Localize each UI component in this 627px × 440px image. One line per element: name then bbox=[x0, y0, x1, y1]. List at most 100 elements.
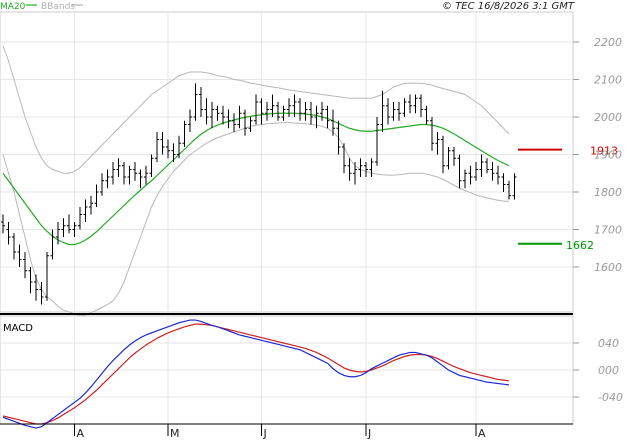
ohlc-bar bbox=[28, 267, 33, 294]
price-grid bbox=[0, 12, 573, 312]
macd-panel: MACD bbox=[0, 315, 574, 429]
ohlc-bar bbox=[380, 90, 385, 132]
ohlc-bar bbox=[72, 222, 77, 237]
ohlc-bar bbox=[254, 94, 258, 125]
ohlc-bar bbox=[435, 132, 440, 155]
ohlc-bar bbox=[39, 282, 44, 305]
ohlc-bar bbox=[386, 98, 390, 125]
ohlc-bar bbox=[138, 169, 143, 189]
month-label: A bbox=[77, 427, 85, 440]
ohlc-bar bbox=[89, 195, 93, 215]
ohlc-bar bbox=[204, 98, 209, 125]
legend-ma20: MA20 bbox=[0, 2, 26, 12]
price-tick-label: 2000 bbox=[594, 111, 622, 124]
ohlc-bar bbox=[446, 147, 451, 170]
month-label: M bbox=[170, 427, 180, 440]
ohlc-bar bbox=[358, 158, 363, 177]
ohlc-bar bbox=[413, 94, 418, 114]
ohlc-bar bbox=[243, 109, 247, 136]
macd-tick-label: 040 bbox=[598, 337, 619, 350]
ohlc-bar bbox=[12, 233, 16, 260]
ohlc-bar bbox=[292, 94, 297, 117]
ohlc-bar bbox=[56, 222, 60, 245]
ohlc-bar bbox=[188, 109, 192, 132]
price-tick-label: 1600 bbox=[594, 261, 622, 274]
ohlc-bar bbox=[501, 173, 506, 192]
bb-upper-line bbox=[2, 45, 510, 174]
ohlc-bar bbox=[83, 199, 88, 222]
ohlc-bar bbox=[155, 132, 159, 162]
ohlc-bar bbox=[127, 165, 132, 185]
ohlc-bar bbox=[441, 135, 445, 174]
ohlc-bar bbox=[309, 102, 313, 125]
ohlc-bar bbox=[287, 98, 291, 117]
month-label: J bbox=[367, 427, 371, 440]
ohlc-bar bbox=[34, 274, 38, 301]
ohlc-bar bbox=[314, 105, 319, 129]
ohlc-bar bbox=[496, 165, 500, 185]
ohlc-bar bbox=[320, 102, 324, 121]
ohlc-bar bbox=[166, 139, 170, 159]
ohlc-bar bbox=[463, 169, 467, 189]
support-label: 1662 bbox=[566, 239, 594, 252]
ohlc-bar bbox=[171, 143, 176, 162]
ohlc-bar bbox=[221, 105, 225, 125]
price-tick-label: 1900 bbox=[594, 149, 622, 162]
macd-title: MACD bbox=[3, 323, 33, 334]
ohlc-bar bbox=[457, 154, 462, 189]
ohlc-bar bbox=[45, 252, 49, 301]
ohlc-bar bbox=[50, 229, 55, 260]
ohlc-bar bbox=[507, 180, 511, 200]
ohlc-bar bbox=[210, 102, 214, 129]
ohlc-bar bbox=[325, 105, 330, 129]
ohlc-bar bbox=[468, 165, 473, 185]
ohlc-bar bbox=[177, 135, 181, 159]
price-levels: 1913 1662 bbox=[518, 145, 618, 252]
ohlc-bar bbox=[144, 165, 148, 185]
ohlc-bar bbox=[122, 162, 126, 185]
ohlc-bar bbox=[78, 207, 82, 230]
ohlc-bar bbox=[375, 117, 379, 166]
ohlc-bar bbox=[232, 113, 236, 132]
macd-lines bbox=[2, 319, 510, 429]
price-panel: 1913 1662 bbox=[0, 11, 618, 317]
ohlc-bar bbox=[303, 102, 308, 121]
ohlc-bar bbox=[424, 105, 429, 125]
ohlc-bar bbox=[160, 132, 165, 155]
month-label: J bbox=[263, 427, 267, 440]
ohlc-bar bbox=[408, 94, 412, 114]
ohlc-bar bbox=[452, 147, 456, 166]
ohlc-bar bbox=[248, 117, 253, 132]
price-tick-label: 1800 bbox=[594, 186, 622, 199]
ohlc-bar bbox=[17, 244, 22, 267]
ohlc-bar bbox=[391, 102, 396, 121]
ohlc-bar bbox=[402, 98, 407, 117]
resistance-label: 1913 bbox=[590, 145, 618, 158]
ohlc-bar bbox=[276, 102, 280, 121]
ohlc-bars bbox=[1, 83, 517, 305]
ohlc-bar bbox=[215, 105, 220, 121]
ohlc-bar bbox=[281, 105, 286, 121]
ohlc-bar bbox=[259, 98, 264, 125]
macd-tick-label: -040 bbox=[598, 391, 623, 404]
ohlc-bar bbox=[133, 162, 137, 181]
price-tick-label: 2200 bbox=[594, 36, 622, 49]
price-tick-label: 1700 bbox=[594, 224, 622, 237]
ohlc-bar bbox=[94, 184, 99, 207]
ohlc-bar bbox=[270, 94, 275, 117]
ohlc-bar bbox=[116, 158, 121, 177]
copyright-text: © TEC 16/8/2026 3:1 GMT bbox=[442, 1, 575, 12]
ohlc-bar bbox=[6, 222, 11, 245]
macd-line bbox=[2, 319, 510, 429]
ohlc-bar bbox=[111, 162, 115, 185]
ohlc-bar bbox=[353, 162, 357, 185]
ohlc-bar bbox=[298, 98, 302, 121]
ohlc-bar bbox=[67, 214, 71, 234]
ohlc-bar bbox=[347, 158, 352, 181]
ohlc-bar bbox=[419, 94, 423, 117]
ohlc-bar bbox=[182, 120, 187, 147]
price-axis: 2200 2100 2000 1900 1800 1700 1600 bbox=[573, 36, 622, 274]
ohlc-bar bbox=[331, 109, 335, 136]
